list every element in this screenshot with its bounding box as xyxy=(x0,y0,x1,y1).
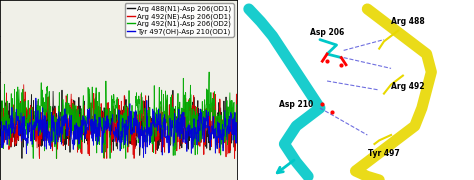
Legend: Arg 488(N1)-Asp 206(OD1), Arg 492(NE)-Asp 206(OD1), Arg 492(N1)-Asp 206(OD2), Ty: Arg 488(N1)-Asp 206(OD1), Arg 492(NE)-As… xyxy=(125,3,234,37)
Text: Arg 488: Arg 488 xyxy=(391,17,425,26)
Text: Arg 492: Arg 492 xyxy=(391,82,424,91)
Text: Tyr 497: Tyr 497 xyxy=(368,148,400,158)
Text: Asp 210: Asp 210 xyxy=(279,100,313,109)
Text: Asp 206: Asp 206 xyxy=(310,28,344,37)
